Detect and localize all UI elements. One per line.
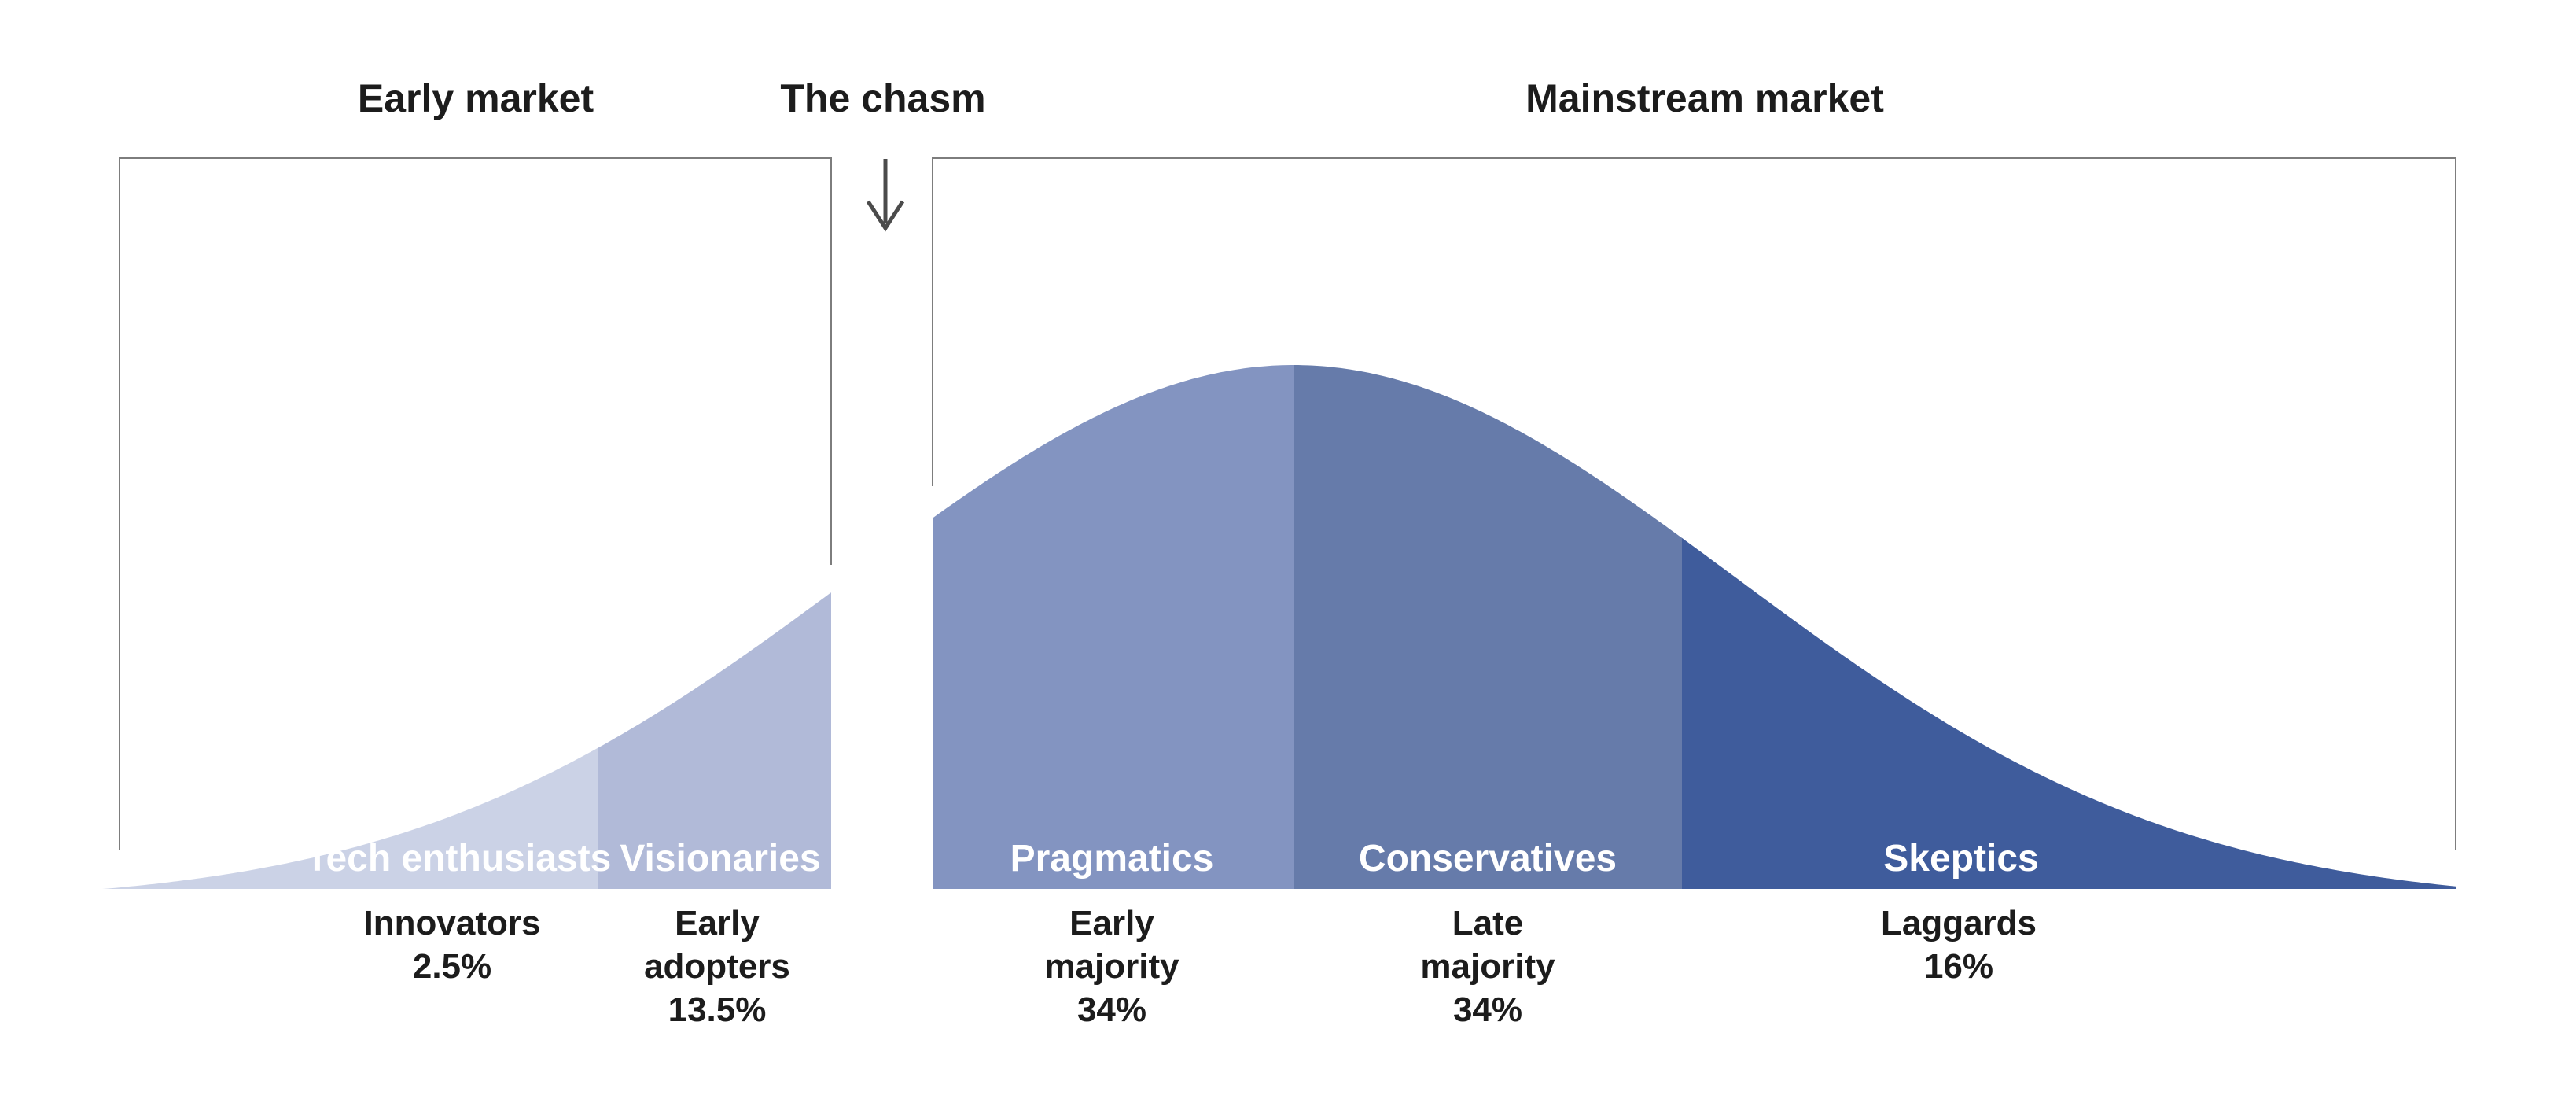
axis-label-line: majority — [1044, 947, 1179, 986]
early-market-box — [119, 157, 832, 850]
axis-label-line: Laggards — [1880, 904, 2037, 942]
axis-label-line: Late — [1452, 904, 1524, 942]
axis-label-line: adopters — [644, 947, 790, 986]
mainstream-market-box — [932, 157, 2456, 850]
segment-fill-visionaries — [598, 592, 831, 889]
axis-label-late-majority: Late majority 34% — [1420, 902, 1555, 1031]
axis-label-line: Innovators — [363, 904, 541, 942]
segment-fill-pragmatics — [933, 365, 1294, 889]
axis-label-percent: 34% — [1076, 990, 1147, 1029]
axis-label-line: Early — [1069, 904, 1154, 942]
axis-label-percent: 13.5% — [668, 990, 767, 1029]
header-early-market: Early market — [357, 76, 594, 120]
axis-label-line: Early — [675, 904, 760, 942]
segment-fill-conservatives — [1294, 365, 1682, 889]
curve-label-tech-enthusiasts: Tech enthusiasts — [305, 838, 612, 880]
segment-fill-tech-enthusiasts — [93, 747, 598, 889]
axis-label-line: majority — [1420, 947, 1555, 986]
header-mainstream-market: Mainstream market — [1525, 76, 1884, 120]
axis-label-percent: 34% — [1452, 990, 1523, 1029]
axis-label-early-adopters: Early adopters 13.5% — [644, 902, 790, 1031]
curve-label-conservatives: Conservatives — [1358, 838, 1617, 880]
segment-fill-skeptics — [1682, 537, 2456, 889]
header-the-chasm: The chasm — [780, 76, 986, 120]
curve-label-visionaries: Visionaries — [620, 838, 821, 880]
axis-label-laggards: Laggards 16% — [1881, 902, 2037, 988]
axis-label-percent: 2.5% — [412, 947, 492, 986]
axis-label-percent: 16% — [1923, 947, 1994, 986]
axis-label-early-majority: Early majority 34% — [1044, 902, 1179, 1031]
down-arrow-icon — [866, 159, 905, 232]
curve-label-pragmatics: Pragmatics — [1010, 838, 1214, 880]
curve-label-skeptics: Skeptics — [1883, 838, 2039, 880]
axis-label-innovators: Innovators 2.5% — [364, 902, 541, 988]
